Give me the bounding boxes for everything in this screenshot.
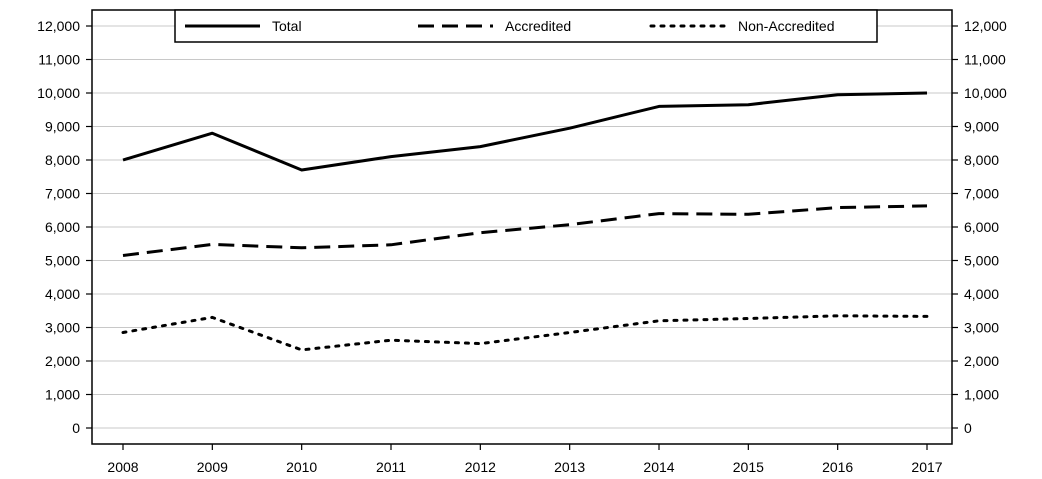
series-line-non-accredited (121, 314, 929, 352)
y-tick-label-right: 11,000 (964, 52, 1006, 68)
y-tick-label-left: 12,000 (37, 18, 80, 34)
y-tick-label-left: 10,000 (37, 85, 80, 101)
y-tick-label-left: 7,000 (45, 186, 80, 202)
y-tick-label-right: 9,000 (964, 119, 999, 135)
y-tick-label-left: 5,000 (45, 253, 80, 269)
legend-box (174, 9, 878, 43)
series-lines (121, 91, 929, 352)
y-tick-label-left: 2,000 (45, 353, 80, 369)
gridlines (92, 25, 952, 429)
y-tick-label-left: 3,000 (45, 320, 80, 336)
y-tick-label-right: 0 (964, 420, 972, 436)
y-tick-label-left: 11,000 (38, 52, 80, 68)
series-line-accredited (122, 204, 928, 257)
y-tick-label-right: 5,000 (964, 253, 999, 269)
x-tick-label: 2015 (733, 459, 764, 475)
y-tick-label-right: 3,000 (964, 320, 999, 336)
legend-label-total: Total (272, 18, 302, 34)
y-tick-label-right: 1,000 (964, 387, 999, 403)
x-tick-label: 2016 (822, 459, 853, 475)
y-tick-label-right: 2,000 (964, 353, 999, 369)
y-tick-label-left: 0 (72, 420, 80, 436)
y-tick-label-right: 7,000 (964, 186, 999, 202)
x-tick-label: 2013 (554, 459, 585, 475)
x-tick-label: 2011 (376, 459, 406, 475)
y-axis-left: 0 1,000 2,000 3,000 4,000 5,000 6,000 7,000 8,00… (37, 18, 92, 436)
y-tick-label-right: 10,000 (964, 85, 1007, 101)
y-tick-label-right: 4,000 (964, 286, 999, 302)
x-tick-label: 2008 (107, 459, 138, 475)
legend: Total Accredited Non-Accredited (174, 9, 878, 43)
x-tick-label: 2017 (911, 459, 942, 475)
y-tick-label-right: 12,000 (964, 18, 1007, 34)
y-tick-label-right: 8,000 (964, 152, 999, 168)
y-tick-label-left: 1,000 (45, 387, 80, 403)
legend-label-accredited: Accredited (505, 18, 571, 34)
y-tick-label-right: 6,000 (964, 219, 999, 235)
x-tick-label: 2009 (197, 459, 228, 475)
x-axis: 2008 2009 2010 2011 2012 2013 2014 2015 2016 2017 (107, 444, 943, 475)
y-tick-label-left: 8,000 (45, 152, 80, 168)
x-tick-label: 2014 (643, 459, 674, 475)
y-tick-label-left: 9,000 (45, 119, 80, 135)
x-tick-label: 2012 (465, 459, 496, 475)
y-axis-right: 0 1,000 2,000 3,000 4,000 5,000 6,000 7,000 8,00… (952, 18, 1007, 436)
legend-label-non-accredited: Non-Accredited (738, 18, 835, 34)
series-line-total (122, 91, 928, 172)
x-tick-label: 2010 (286, 459, 317, 475)
y-tick-label-left: 6,000 (45, 219, 80, 235)
y-tick-label-left: 4,000 (45, 286, 80, 302)
